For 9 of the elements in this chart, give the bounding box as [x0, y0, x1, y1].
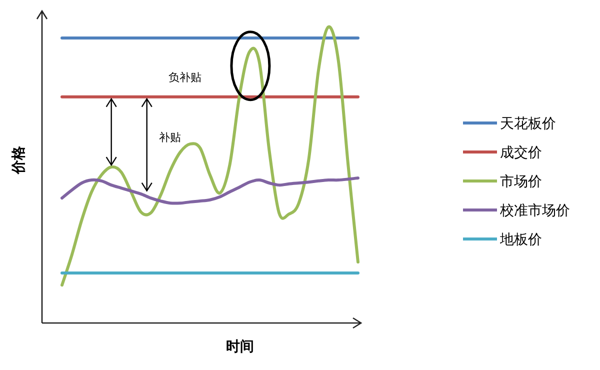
- legend-label: 市场价: [500, 174, 542, 190]
- legend-label: 成交价: [500, 145, 542, 161]
- legend-label: 地板价: [499, 232, 542, 248]
- annotation: 补贴: [159, 131, 181, 144]
- y-axis-title: 价格: [11, 145, 27, 175]
- x-axis-title: 时间: [226, 339, 254, 355]
- legend-label: 天花板价: [500, 116, 556, 132]
- annotation: 负补贴: [168, 71, 202, 84]
- legend-label: 校准市场价: [499, 203, 570, 219]
